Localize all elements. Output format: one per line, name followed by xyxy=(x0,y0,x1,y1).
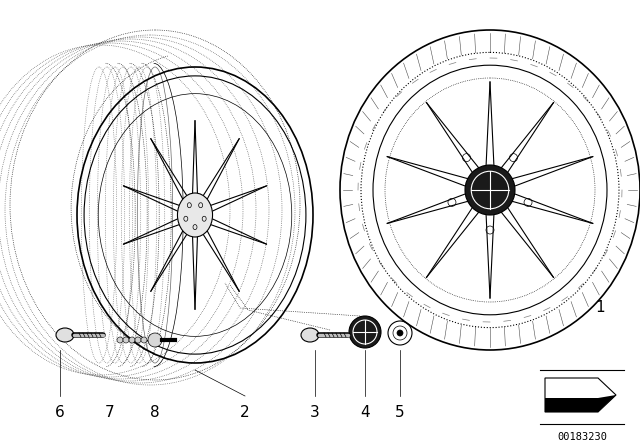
Text: 6: 6 xyxy=(55,405,65,420)
Text: 00183230: 00183230 xyxy=(557,432,607,442)
Ellipse shape xyxy=(177,193,212,237)
Ellipse shape xyxy=(56,328,74,342)
Ellipse shape xyxy=(301,328,319,342)
Text: 5: 5 xyxy=(395,405,405,420)
Text: 1: 1 xyxy=(595,300,605,315)
Text: 4: 4 xyxy=(360,405,370,420)
Circle shape xyxy=(141,337,147,343)
Text: 3: 3 xyxy=(310,405,320,420)
Circle shape xyxy=(465,165,515,215)
Polygon shape xyxy=(545,395,616,412)
Text: 2: 2 xyxy=(240,405,250,420)
Circle shape xyxy=(129,337,135,343)
Circle shape xyxy=(349,316,381,348)
Circle shape xyxy=(123,337,129,343)
Circle shape xyxy=(148,333,162,347)
Circle shape xyxy=(117,337,123,343)
Circle shape xyxy=(135,337,141,343)
Text: 8: 8 xyxy=(150,405,160,420)
Circle shape xyxy=(397,330,403,336)
Text: 7: 7 xyxy=(105,405,115,420)
